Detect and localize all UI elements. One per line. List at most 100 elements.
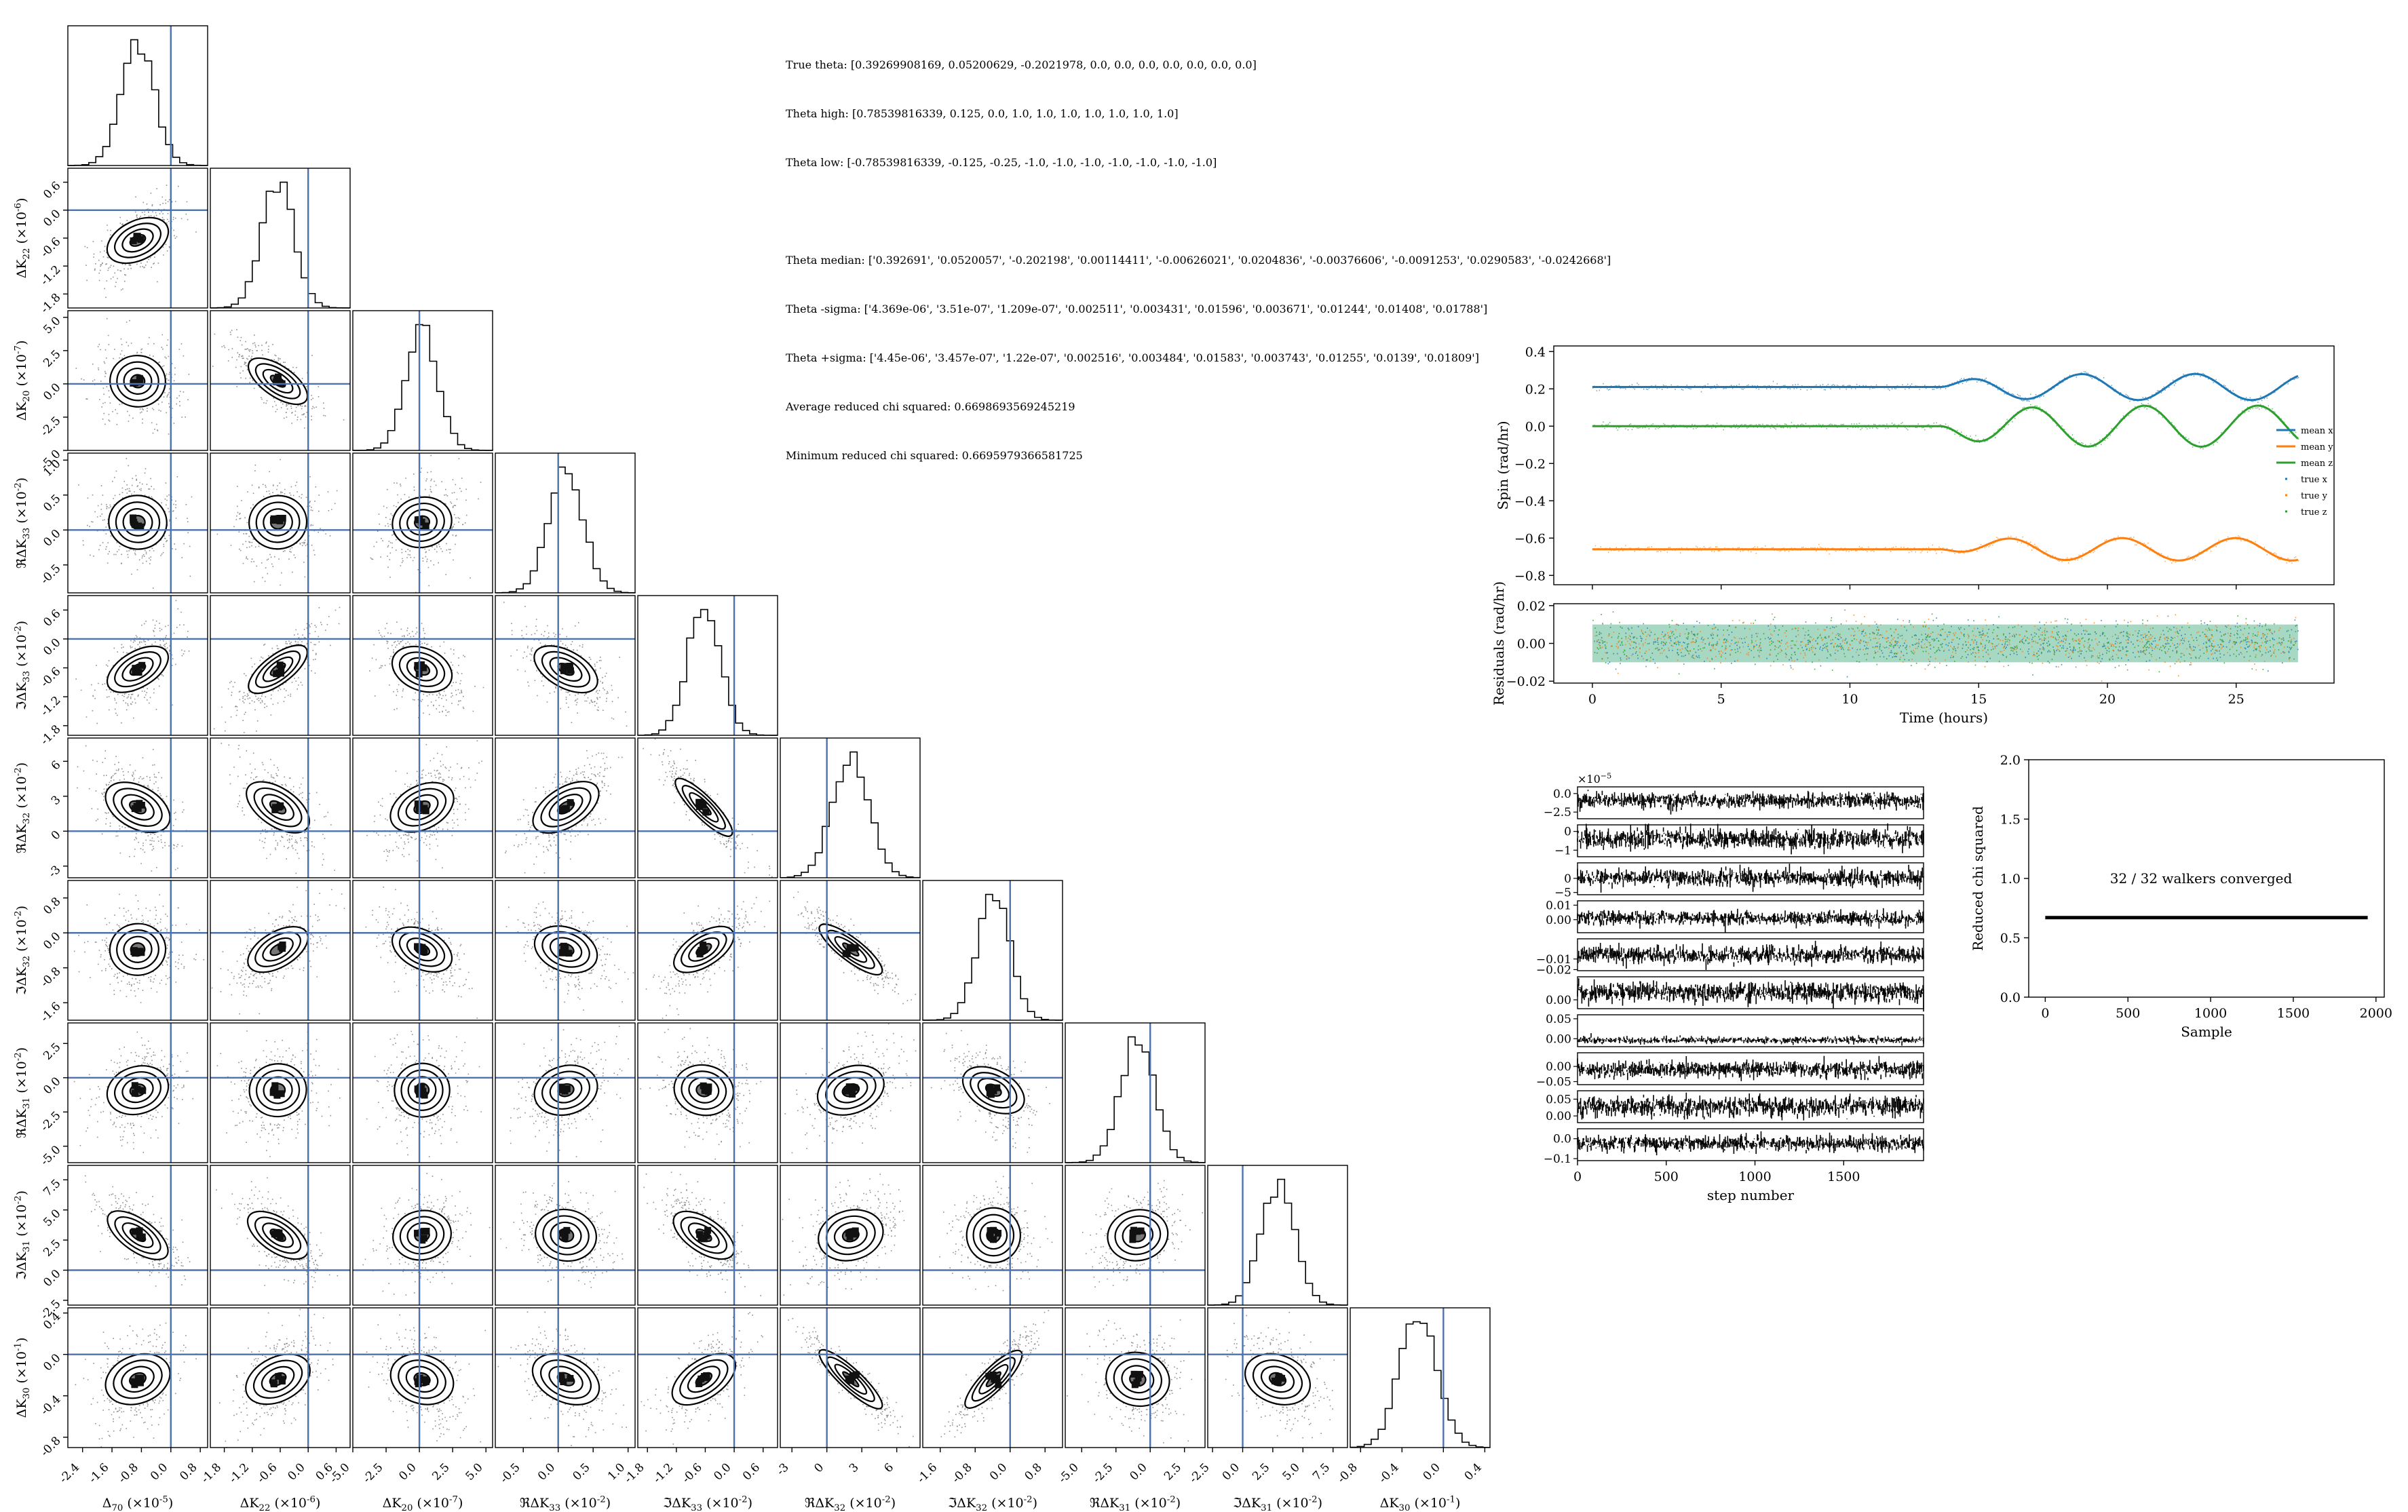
- density-cell-3-0-4: [130, 514, 137, 522]
- x-tick-label-6-1: -0.8: [949, 1460, 974, 1486]
- trace-y-tick-label-2-1: −5: [1554, 887, 1571, 900]
- trace-walkers-1: [1577, 823, 1924, 855]
- trace-y-tick-label-6-1: 0.00: [1546, 1032, 1571, 1046]
- trace-frame-5: [1577, 976, 1924, 1009]
- resid-y-tick-label-2: 0.02: [1517, 599, 1546, 614]
- scatter-panel-1-0: -1.8 -1.2 -0.6 0.0 0.6 ΔK22​ (×10-6​): [13, 168, 208, 316]
- scatter-panel-4-3: [495, 595, 636, 736]
- density-cell-5-4-2: [695, 798, 703, 806]
- x-tick-label-1-0: -1.8: [199, 1460, 224, 1486]
- density-cell-7-3-4: [558, 1086, 565, 1093]
- panel-frame-7-7: [1065, 1022, 1206, 1163]
- chi-y-tick-label-4: 2.0: [2000, 753, 2021, 768]
- chi-x-tick-label-4: 2000: [2360, 1006, 2392, 1021]
- scatter-panel-8-7: [1065, 1165, 1206, 1306]
- panel-frame-5-3: [495, 737, 636, 878]
- trace-x-tick-label-0: 0: [1573, 1169, 1582, 1184]
- trace-exponent-label: ×10−5​: [1578, 772, 1611, 786]
- density-cell-7-5-3: [848, 1085, 856, 1093]
- density-cell-9-6-4: [985, 1372, 993, 1380]
- x-tick-label-4-0: -1.8: [622, 1460, 647, 1486]
- series-line-0: [1592, 372, 2299, 402]
- scatter-panel-5-1: [210, 737, 351, 878]
- density-cell-7-5-4: [849, 1091, 856, 1098]
- x-tick-label-3-1: 0.0: [535, 1460, 558, 1483]
- panel-frame-8-8: [1207, 1165, 1348, 1306]
- histogram-step-5: [780, 751, 921, 878]
- x-axis-label-4: ℑΔK33​ (×10-2​): [663, 1494, 752, 1512]
- trace-frame-8: [1577, 1090, 1924, 1123]
- density-cell-7-2-3: [421, 1091, 428, 1099]
- y-tick-label-1-1: -1.2: [38, 263, 63, 288]
- density-cell-7-2-1: [414, 1085, 421, 1093]
- density-cell-1-0-4: [137, 236, 145, 244]
- spin-y-tick-label-4: 0.0: [1525, 419, 1546, 434]
- density-cell-4-3-1: [560, 663, 568, 670]
- trace-frame-6: [1577, 1014, 1924, 1047]
- density-cell-7-6-1: [987, 1091, 995, 1098]
- y-tick-label-4-3: 0.0: [41, 636, 63, 658]
- density-cell-5-3-0: [558, 806, 565, 813]
- y-tick-label-3-2: 0.5: [41, 492, 63, 514]
- histogram-step-3: [495, 466, 636, 594]
- density-cell-6-2-3: [419, 944, 426, 951]
- trace-y-tick-label-8-1: 0.00: [1546, 1110, 1571, 1123]
- panel-frame-9-4: [637, 1307, 778, 1448]
- density-cell-4-3-2: [560, 667, 567, 674]
- x-tick-label-1-1: -1.2: [227, 1460, 252, 1486]
- panel-frame-3-3: [495, 452, 636, 594]
- density-cell-8-5-3: [845, 1230, 852, 1237]
- x-tick-label-7-1: -2.5: [1090, 1460, 1115, 1486]
- density-cell-5-4-3: [700, 801, 707, 809]
- x-tick-label-2-2: 0.0: [396, 1460, 419, 1483]
- y-axis-label-8: ℑΔK31​ (×10-2​): [13, 1190, 31, 1280]
- legend-label-3: true x: [2301, 475, 2328, 485]
- panel-frame-3-2: [352, 452, 493, 594]
- y-tick-label-7-2: 0.0: [41, 1074, 63, 1097]
- trace-x-label: step number: [1707, 1187, 1795, 1203]
- legend-label-1: mean y: [2301, 442, 2333, 452]
- scatter-panel-8-3: [495, 1165, 636, 1306]
- density-cell-5-3-4: [561, 805, 569, 813]
- scatter-panel-7-3: [495, 1022, 636, 1163]
- density-cell-5-1-4: [276, 802, 284, 810]
- density-cell-2-0-2: [136, 379, 144, 386]
- trace-walkers-0: [1577, 790, 1924, 815]
- x-tick-label-4-2: -0.6: [680, 1460, 705, 1486]
- panel-frame-9-2: [352, 1307, 493, 1448]
- panel-frame-0-0: [67, 25, 208, 166]
- density-cell-7-1-4: [271, 1082, 279, 1089]
- scatter-panel-9-7: -5.0 -2.5 0.0 2.5 ℜΔK31​ (×10-2​): [1056, 1307, 1206, 1512]
- panel-frame-4-4: [637, 595, 778, 736]
- panel-frame-5-5: [780, 737, 921, 878]
- y-tick-label-6-1: -0.8: [38, 965, 63, 990]
- y-axis-label-3: ℜΔK33​ (×10-2​): [13, 478, 31, 568]
- trace-y-tick-label-1-0: 0: [1564, 826, 1571, 839]
- panel-frame-7-1: [210, 1022, 351, 1163]
- panel-frame-8-5: [780, 1165, 921, 1306]
- density-cell-5-0-2: [131, 805, 138, 813]
- density-cell-9-7-3: [1131, 1381, 1139, 1389]
- chi-annotation: 32 / 32 walkers converged: [2110, 870, 2293, 887]
- residual-points-0: [1597, 614, 2299, 678]
- x-tick-label-0-4: 0.8: [177, 1460, 199, 1483]
- histogram-step-9: [1350, 1321, 1491, 1448]
- panel-frame-4-1: [210, 595, 351, 736]
- density-cell-7-0-1: [139, 1087, 147, 1094]
- x-tick-label-2-1: -2.5: [360, 1460, 385, 1486]
- panel-frame-9-3: [495, 1307, 636, 1448]
- resid-x-label: Time (hours): [1900, 710, 1988, 726]
- resid-x-tick-label-1: 5: [1717, 692, 1725, 707]
- density-cell-9-5-4: [845, 1375, 852, 1382]
- y-tick-label-2-3: 2.5: [41, 347, 63, 370]
- panel-frame-6-3: [495, 880, 636, 1021]
- chi-y-tick-label-2: 1.0: [2000, 872, 2021, 887]
- density-cell-8-5-4: [852, 1230, 859, 1238]
- y-tick-label-5-2: 3: [49, 793, 64, 808]
- density-cell-6-1-4: [279, 945, 286, 952]
- y-axis-label-9: ΔK30​ (×10-1​): [13, 1338, 31, 1418]
- density-cell-6-3-1: [565, 950, 573, 957]
